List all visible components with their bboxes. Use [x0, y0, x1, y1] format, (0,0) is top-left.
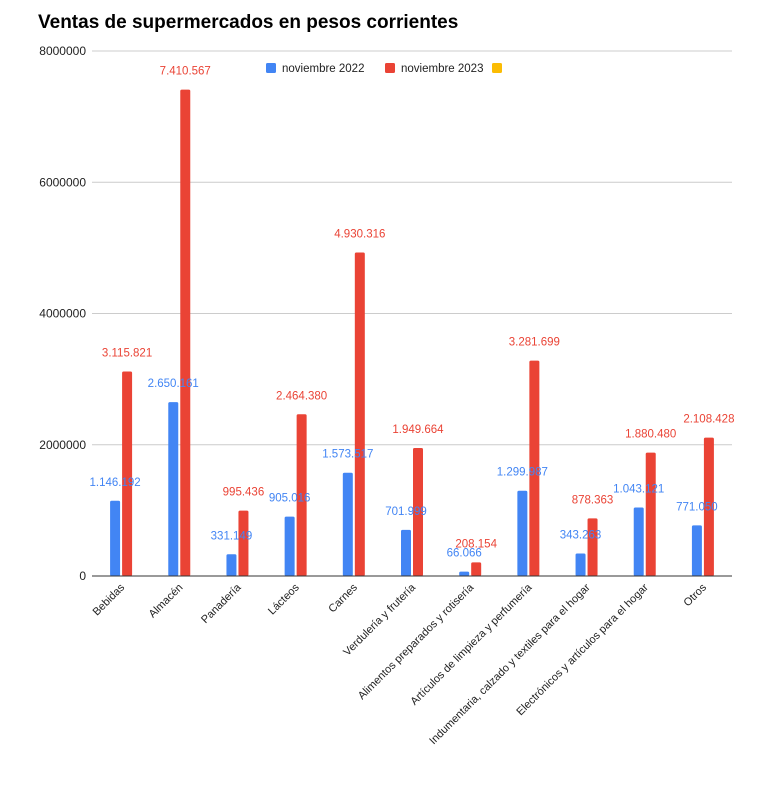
x-tick-label: Panadería — [199, 581, 244, 626]
data-label-2022: 331.149 — [211, 530, 253, 542]
data-label-2023: 878.363 — [572, 494, 614, 506]
x-tick-label: Electrónicos y artículos para el hogar — [514, 581, 651, 718]
data-label-2022: 1.573.517 — [322, 449, 373, 461]
data-label-2022: 1.043.121 — [613, 484, 664, 496]
data-label-2023: 3.115.821 — [102, 348, 152, 360]
bar-2023 — [703, 437, 714, 576]
bar-2023 — [413, 448, 423, 576]
data-label-2022: 1.299.987 — [497, 467, 548, 479]
x-tick-label: Otros — [682, 581, 710, 609]
bar-2022 — [226, 554, 237, 576]
data-label-2023: 1.949.664 — [392, 424, 444, 436]
legend-label: noviembre 2023 — [401, 63, 483, 75]
bar-2023 — [529, 360, 540, 576]
bar-2022 — [342, 472, 353, 576]
y-tick-label: 6000000 — [39, 175, 86, 189]
bar-2022 — [575, 553, 586, 576]
data-label-2022: 701.999 — [385, 506, 427, 518]
legend-swatch — [492, 63, 502, 73]
data-label-2022: 343.263 — [560, 529, 602, 541]
data-label-2022: 905.016 — [269, 493, 311, 505]
bar-2022 — [517, 490, 528, 576]
x-tick-label: Alimentos preparados y rotisería — [356, 581, 477, 702]
bar-2023 — [238, 510, 249, 576]
data-label-2023: 208.154 — [455, 538, 497, 550]
data-label-2023: 1.880.480 — [625, 429, 676, 441]
gridlines — [92, 50, 732, 446]
bar-2023 — [122, 371, 133, 576]
data-labels: 1.146.192 3.115.821 2.650.161 7.410.567 331.… — [90, 66, 735, 560]
data-label-2023: 4.930.316 — [334, 228, 385, 240]
x-axis: Bebidas Almacén Panadería Lácteos CarnesVerd… — [91, 575, 732, 747]
data-label-2023: 2.108.428 — [683, 414, 734, 426]
x-tick-label: Carnes — [326, 581, 360, 615]
bars — [110, 89, 714, 577]
bar-2023 — [471, 562, 482, 576]
y-tick-label: 2000000 — [39, 438, 86, 452]
y-tick-label: 0 — [79, 569, 86, 583]
x-tick-label: Artículos de limpieza y perfumería — [408, 581, 535, 708]
y-axis: 0 2000000 4000000 6000000 8000000 — [39, 44, 86, 583]
bar-2023 — [587, 518, 598, 576]
bar-2022 — [691, 525, 702, 576]
y-tick-label: 4000000 — [39, 307, 86, 321]
legend-label: noviembre 2022 — [282, 63, 364, 75]
data-label-2022: 771.050 — [676, 501, 718, 513]
bar-2022 — [284, 516, 295, 576]
data-label-2023: 3.281.699 — [509, 337, 560, 349]
bar-2022 — [633, 507, 644, 576]
bar-2023 — [354, 252, 365, 577]
data-label-2023: 2.464.380 — [276, 390, 327, 402]
data-label-2022: 1.146.192 — [90, 477, 141, 489]
x-tick-label: Bebidas — [91, 581, 128, 618]
bar-2022 — [168, 402, 179, 576]
data-label-2022: 66.066 — [447, 548, 482, 560]
bar-2022 — [401, 529, 411, 576]
legend: noviembre 2022 noviembre 2023 — [266, 63, 502, 75]
x-tick-label: Lácteos — [266, 581, 302, 617]
data-label-2022: 2.650.161 — [148, 378, 199, 390]
legend-swatch — [266, 63, 276, 73]
bar-2022 — [459, 571, 470, 576]
legend-swatch — [385, 63, 395, 73]
bar-2023 — [645, 452, 656, 576]
bar-2023 — [180, 89, 191, 576]
data-label-2023: 7.410.567 — [160, 66, 211, 78]
x-tick-label: Almacén — [147, 582, 186, 621]
data-label-2023: 995.436 — [223, 487, 265, 499]
bar-2022 — [110, 500, 121, 576]
chart-title: Ventas de supermercados en pesos corrien… — [38, 12, 459, 33]
y-tick-label: 8000000 — [39, 44, 86, 58]
bar-2023 — [296, 414, 307, 576]
